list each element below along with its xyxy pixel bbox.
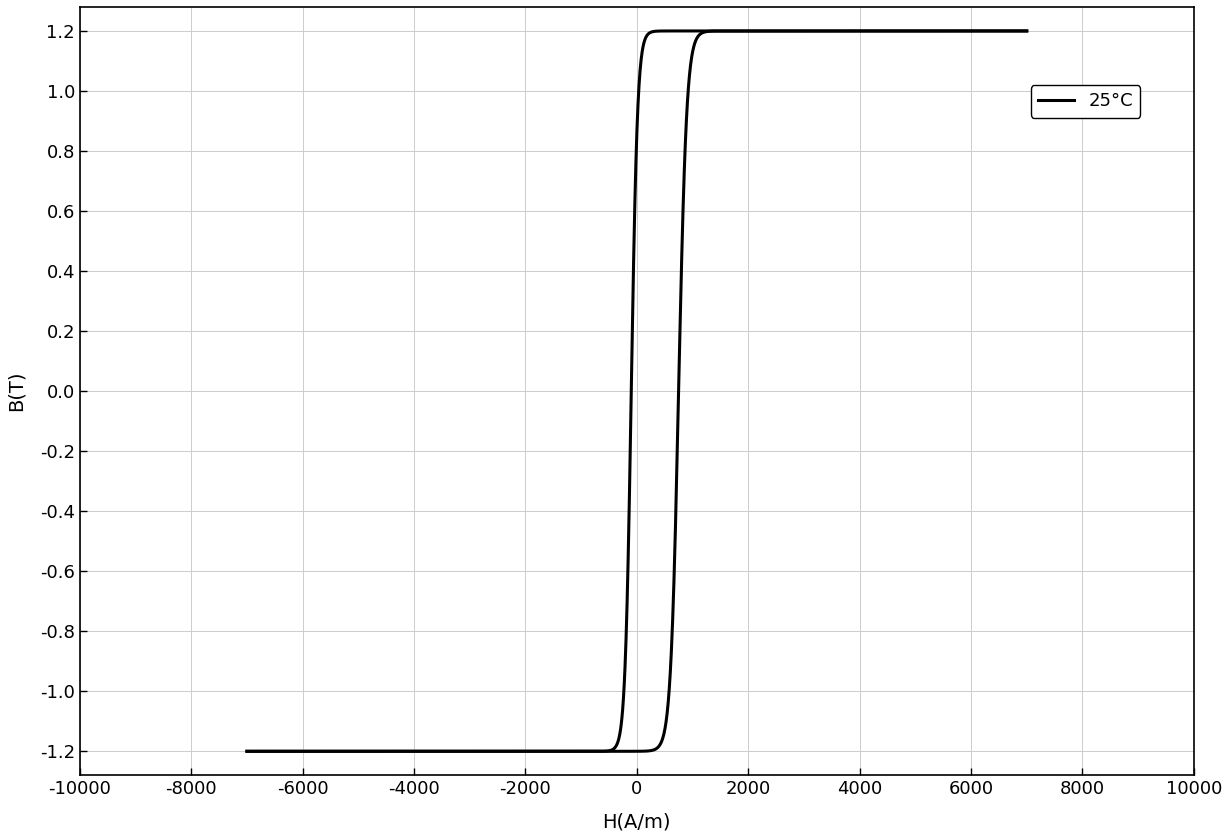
- X-axis label: H(A/m): H(A/m): [602, 812, 671, 831]
- Legend: 25°C: 25°C: [1031, 85, 1141, 117]
- Y-axis label: B(T): B(T): [7, 371, 26, 411]
